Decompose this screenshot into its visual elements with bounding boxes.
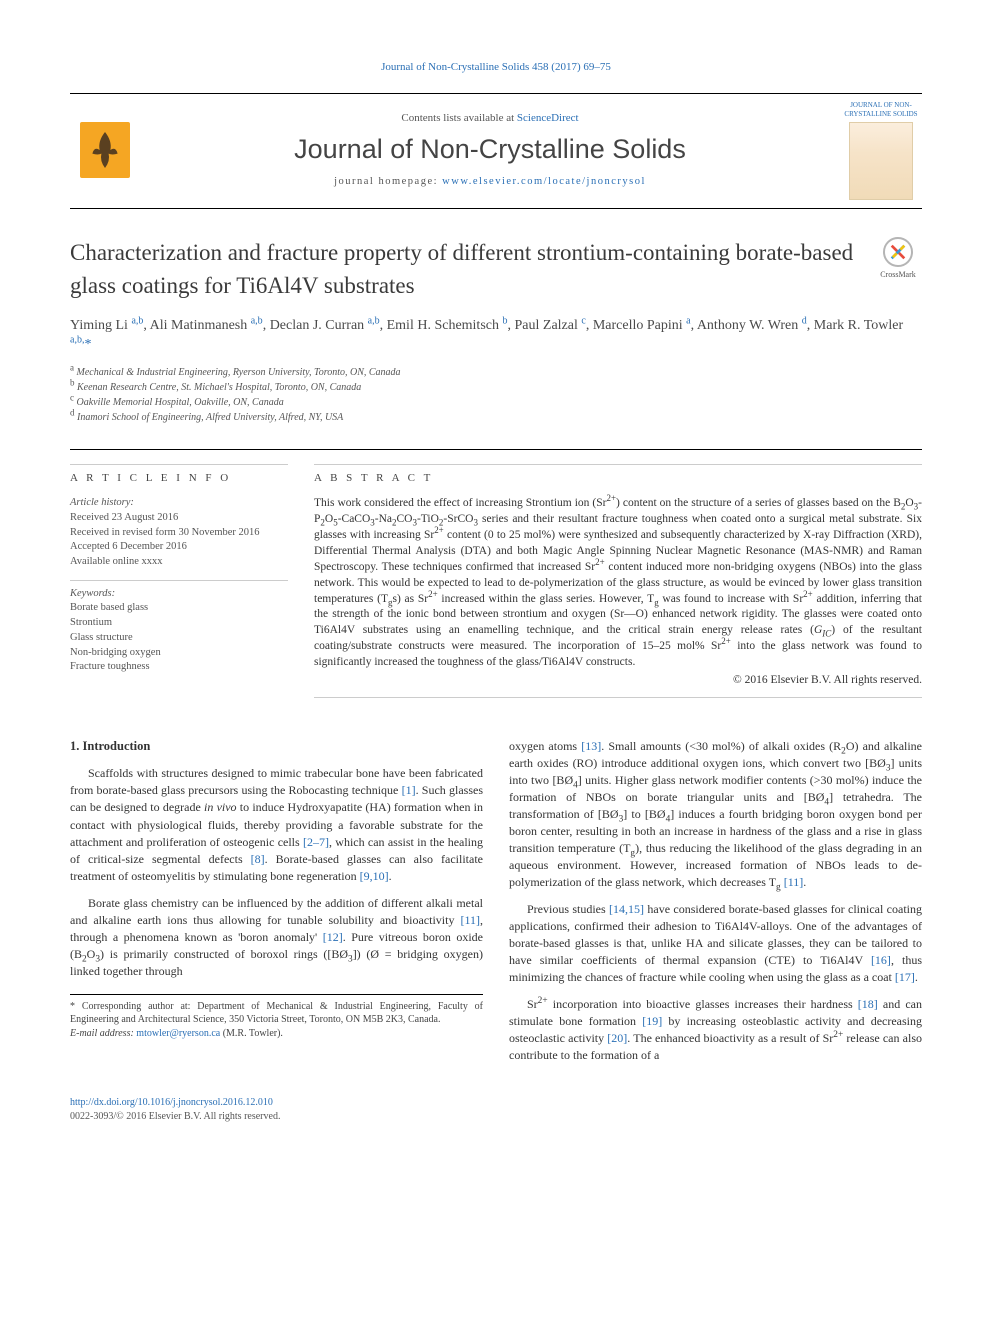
cover-label: JOURNAL OF NON-CRYSTALLINE SOLIDS xyxy=(840,101,922,121)
body-paragraph: Scaffolds with structures designed to mi… xyxy=(70,765,483,884)
column-right: oxygen atoms [13]. Small amounts (<30 mo… xyxy=(509,738,922,1075)
history-line: Available online xxxx xyxy=(70,555,288,570)
body: 1. Introduction Scaffolds with structure… xyxy=(70,738,922,1075)
contents-available: Contents lists available at ScienceDirec… xyxy=(154,111,826,126)
body-paragraph: Previous studies [14,15] have considered… xyxy=(509,901,922,986)
homepage-url[interactable]: www.elsevier.com/locate/jnoncrysol xyxy=(442,176,646,187)
abstract-text: This work considered the effect of incre… xyxy=(314,496,922,688)
sciencedirect-link[interactable]: ScienceDirect xyxy=(517,112,579,124)
history-line: Received 23 August 2016 xyxy=(70,511,288,526)
affiliation: b Keenan Research Centre, St. Michael's … xyxy=(70,380,922,395)
keyword: Glass structure xyxy=(70,631,288,646)
affiliation: a Mechanical & Industrial Engineering, R… xyxy=(70,365,922,380)
issn-line: 0022-3093/© 2016 Elsevier B.V. All right… xyxy=(70,1110,922,1124)
abstract-heading: A B S T R A C T xyxy=(314,471,922,486)
history-line: Received in revised form 30 November 201… xyxy=(70,526,288,541)
email-label: E-mail address: xyxy=(70,1028,134,1039)
affiliation: c Oakville Memorial Hospital, Oakville, … xyxy=(70,395,922,410)
keyword: Borate based glass xyxy=(70,601,288,616)
affiliation: d Inamori School of Engineering, Alfred … xyxy=(70,410,922,425)
section-heading: 1. Introduction xyxy=(70,738,483,756)
doi-link[interactable]: http://dx.doi.org/10.1016/j.jnoncrysol.2… xyxy=(70,1096,922,1110)
body-paragraph: Sr2+ incorporation into bioactive glasse… xyxy=(509,996,922,1064)
article-title: Characterization and fracture property o… xyxy=(70,237,856,301)
body-paragraph: oxygen atoms [13]. Small amounts (<30 mo… xyxy=(509,738,922,891)
journal-banner: Contents lists available at ScienceDirec… xyxy=(70,93,922,209)
page-footer: http://dx.doi.org/10.1016/j.jnoncrysol.2… xyxy=(70,1096,922,1124)
keyword: Strontium xyxy=(70,616,288,631)
body-paragraph: Borate glass chemistry can be influenced… xyxy=(70,895,483,980)
history-line: Accepted 6 December 2016 xyxy=(70,540,288,555)
article-info: A R T I C L E I N F O Article history: R… xyxy=(70,464,288,698)
keyword: Non-bridging oxygen xyxy=(70,646,288,661)
publisher-logo xyxy=(70,111,140,189)
keyword: Fracture toughness xyxy=(70,660,288,675)
crossmark-badge[interactable]: CrossMark xyxy=(874,237,922,280)
cover-thumbnail xyxy=(849,122,913,200)
journal-citation[interactable]: Journal of Non-Crystalline Solids 458 (2… xyxy=(70,60,922,75)
abstract: A B S T R A C T This work considered the… xyxy=(314,464,922,698)
authors: Yiming Li a,b, Ali Matinmanesh a,b, Decl… xyxy=(70,316,922,355)
footnote: * Corresponding author at: Department of… xyxy=(70,994,483,1041)
email-attribution: (M.R. Towler). xyxy=(223,1028,283,1039)
author-email[interactable]: mtowler@ryerson.ca xyxy=(136,1028,220,1039)
corresponding-author: * Corresponding author at: Department of… xyxy=(70,1000,483,1027)
journal-name: Journal of Non-Crystalline Solids xyxy=(154,131,826,169)
column-left: 1. Introduction Scaffolds with structure… xyxy=(70,738,483,1075)
journal-homepage: journal homepage: www.elsevier.com/locat… xyxy=(154,175,826,190)
crossmark-icon xyxy=(883,237,913,267)
keywords-label: Keywords: xyxy=(70,587,288,602)
history-label: Article history: xyxy=(70,496,288,511)
article-info-heading: A R T I C L E I N F O xyxy=(70,471,288,486)
crossmark-label: CrossMark xyxy=(880,269,916,280)
abstract-copyright: © 2016 Elsevier B.V. All rights reserved… xyxy=(314,673,922,689)
journal-cover: JOURNAL OF NON-CRYSTALLINE SOLIDS xyxy=(840,100,922,200)
affiliations: a Mechanical & Industrial Engineering, R… xyxy=(70,365,922,425)
